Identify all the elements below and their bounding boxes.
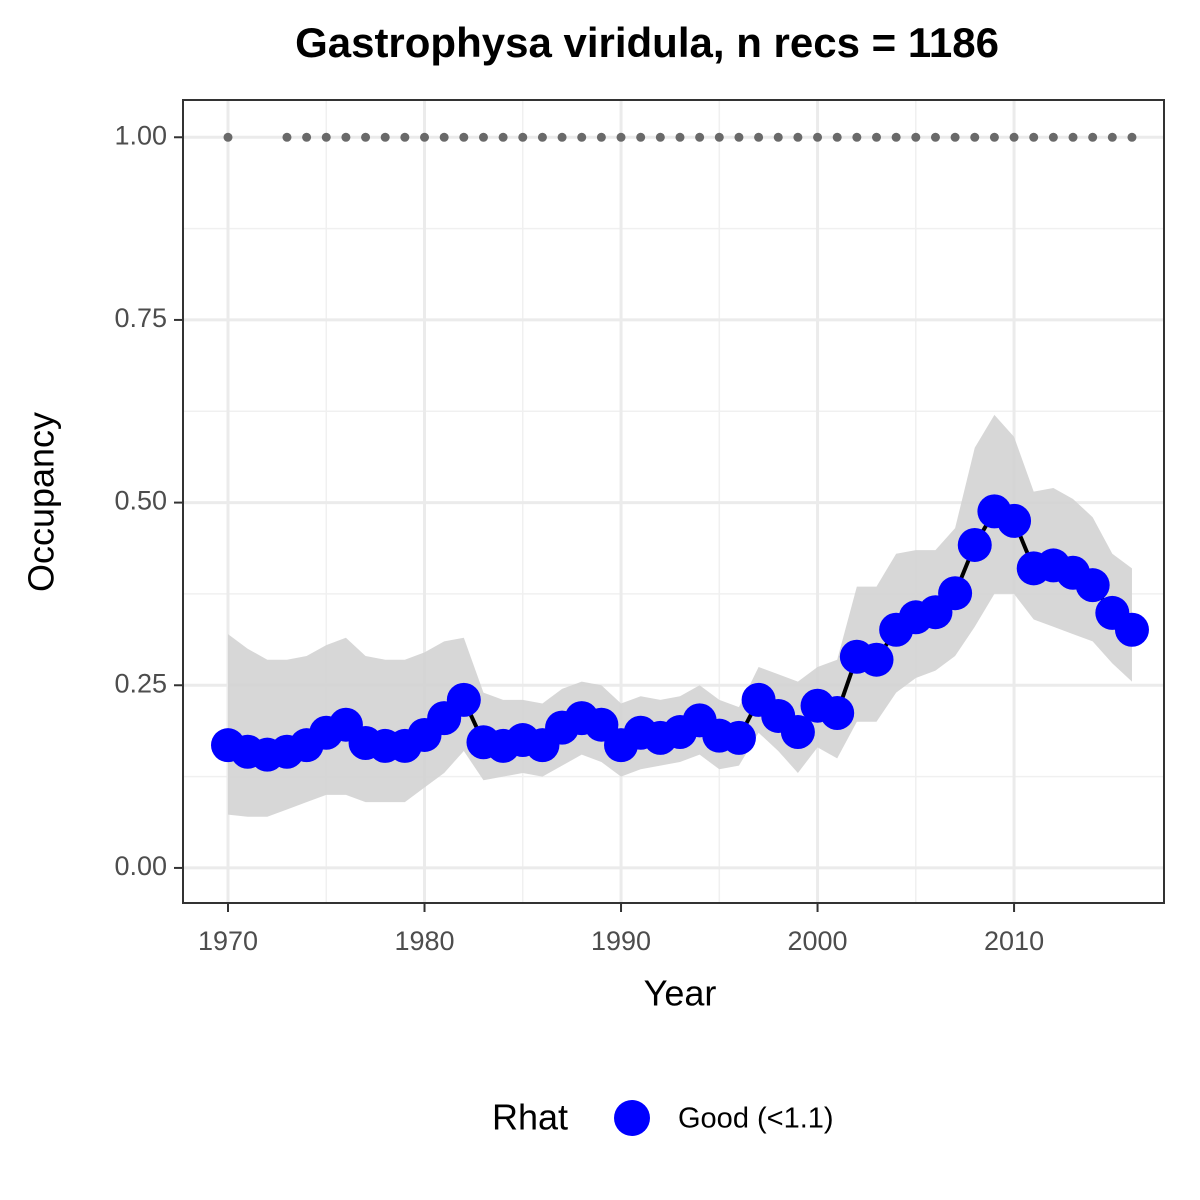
record-dot	[1107, 132, 1117, 142]
record-dot	[459, 132, 469, 142]
record-dot	[714, 132, 724, 142]
record-dot	[1009, 132, 1019, 142]
record-dot	[577, 132, 587, 142]
point	[446, 682, 481, 717]
record-dot	[361, 132, 371, 142]
record-dot	[675, 132, 685, 142]
record-dot	[793, 132, 803, 142]
plot-border	[182, 99, 1165, 904]
record-dot	[302, 132, 312, 142]
chart-title: Gastrophysa viridula, n recs = 1186	[295, 19, 999, 66]
record-dot	[871, 132, 881, 142]
x-tick-label: 1990	[591, 926, 651, 956]
legend-marker	[614, 1100, 650, 1136]
x-tick-label: 2000	[788, 926, 848, 956]
record-dot	[636, 132, 646, 142]
x-axis-title: Year	[644, 973, 717, 1014]
record-dot	[478, 132, 488, 142]
record-dot	[557, 132, 567, 142]
record-dot	[1029, 132, 1039, 142]
point	[820, 696, 855, 731]
y-axis-title: Occupancy	[21, 412, 62, 592]
record-dot	[223, 132, 233, 142]
y-tick-label: 0.75	[114, 303, 167, 333]
record-dot	[970, 132, 980, 142]
record-dot	[930, 132, 940, 142]
record-dot	[1068, 132, 1078, 142]
point	[780, 715, 815, 750]
y-tick-label: 0.25	[114, 668, 167, 698]
record-dot	[537, 132, 547, 142]
record-dot	[911, 132, 921, 142]
record-dot	[832, 132, 842, 142]
x-tick-label: 1980	[394, 926, 454, 956]
y-tick-label: 0.50	[114, 486, 167, 516]
record-dot	[596, 132, 606, 142]
record-dot	[754, 132, 764, 142]
record-dot	[400, 132, 410, 142]
record-dot	[341, 132, 351, 142]
point	[721, 720, 756, 755]
point	[1114, 612, 1149, 647]
record-dot	[891, 132, 901, 142]
x-tick-label: 1970	[198, 926, 258, 956]
record-dot	[282, 132, 292, 142]
y-tick-label: 0.00	[114, 851, 167, 881]
record-dot	[852, 132, 862, 142]
legend-label: Good (<1.1)	[678, 1103, 834, 1135]
record-dot	[655, 132, 665, 142]
record-dot	[518, 132, 528, 142]
record-dot	[498, 132, 508, 142]
record-dot	[439, 132, 449, 142]
record-dot	[1048, 132, 1058, 142]
record-dot	[773, 132, 783, 142]
record-dot	[813, 132, 823, 142]
point	[997, 503, 1032, 538]
record-dot	[420, 132, 430, 142]
record-dot	[1088, 132, 1098, 142]
record-dot	[950, 132, 960, 142]
record-dot	[734, 132, 744, 142]
record-dot	[321, 132, 331, 142]
x-tick-label: 2010	[984, 926, 1044, 956]
record-dot	[380, 132, 390, 142]
record-dot	[989, 132, 999, 142]
record-dot	[616, 132, 626, 142]
point	[957, 527, 992, 562]
record-dot	[695, 132, 705, 142]
y-tick-label: 1.00	[114, 120, 167, 150]
point	[938, 576, 973, 611]
point	[859, 642, 894, 677]
point	[1075, 568, 1110, 603]
legend-title: Rhat	[492, 1097, 568, 1138]
record-dot	[1127, 132, 1137, 142]
